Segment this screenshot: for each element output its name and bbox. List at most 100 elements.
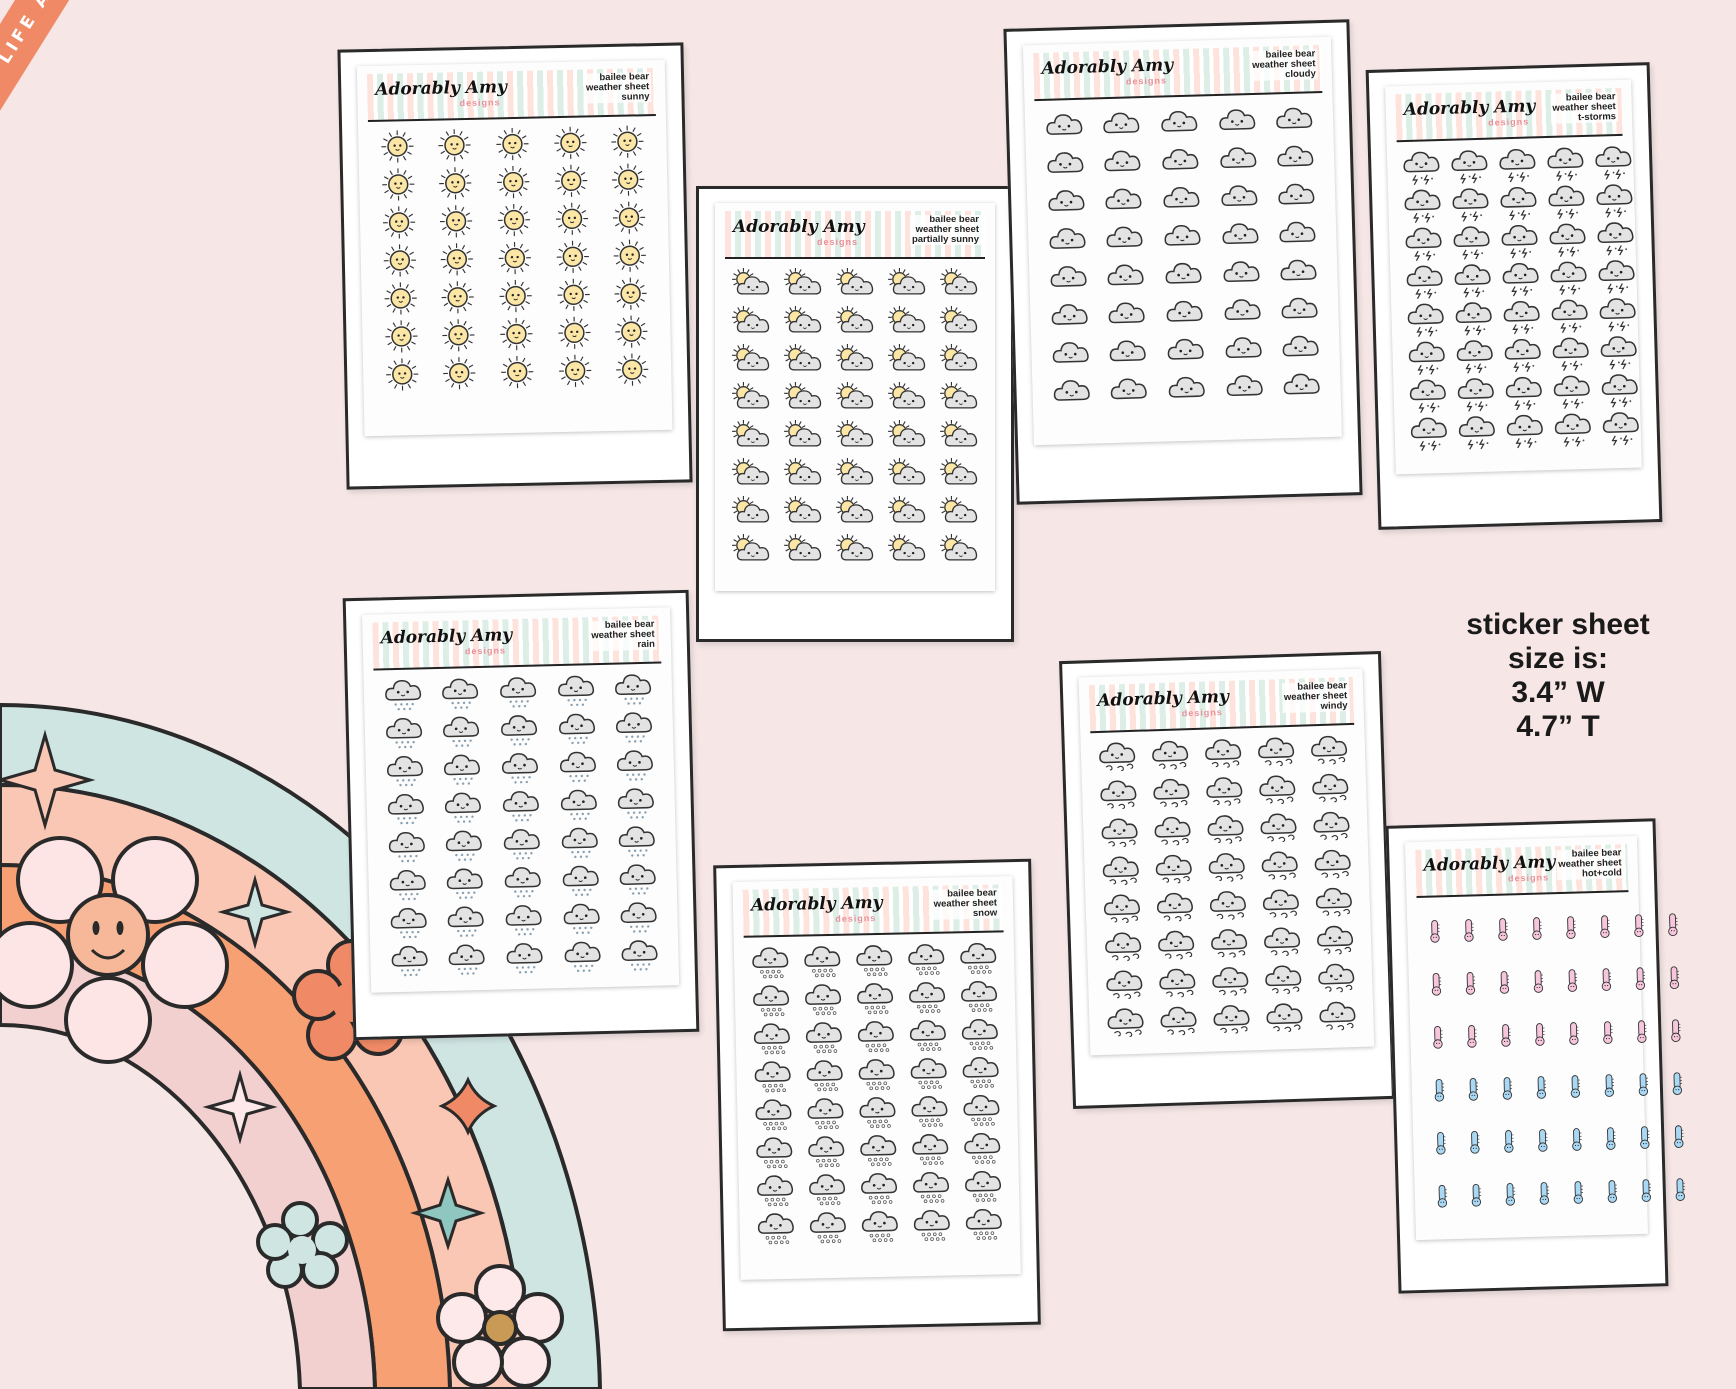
- thermometer-icon: [1635, 966, 1646, 990]
- cloud-icon: [1221, 185, 1258, 207]
- sticker: [1452, 264, 1493, 298]
- sticker: [729, 420, 773, 453]
- sun-icon: [442, 319, 475, 352]
- sticker: [1272, 217, 1322, 250]
- thermometer-icon: [1498, 917, 1508, 941]
- sun-icon: [499, 279, 532, 313]
- sticker: [1147, 740, 1193, 773]
- sticker: [550, 675, 600, 708]
- rain-cloud-icon: [563, 903, 600, 935]
- cloud-icon: [1223, 261, 1260, 283]
- snow-cloud-icon: [965, 1208, 1002, 1240]
- daisy-flower-icon: [436, 1264, 564, 1388]
- sun-icon: [382, 168, 415, 201]
- rain-cloud-icon: [389, 869, 426, 901]
- sheet-line-3: snow: [972, 907, 998, 919]
- sticker: [1493, 1064, 1520, 1112]
- sticker: [1155, 968, 1201, 1001]
- thunderstorm-icon: [1601, 374, 1638, 408]
- sheet-labels: bailee bear weather sheet cloudy: [1249, 48, 1318, 82]
- sticker: [1158, 258, 1208, 291]
- sheet-labels: bailee bear weather sheet rain: [588, 619, 658, 652]
- partly-sunny-icon: [836, 420, 874, 447]
- partly-sunny-icon: [836, 306, 874, 333]
- thunderstorm-icon: [1455, 302, 1492, 336]
- thunderstorm-icon: [1550, 261, 1587, 295]
- thermometer-icon: [1499, 970, 1510, 994]
- sticker: [1259, 927, 1305, 960]
- sticker: [491, 279, 541, 313]
- windy-cloud-icon: [1160, 1006, 1197, 1036]
- partly-sunny-icon: [836, 458, 874, 485]
- sticker: [833, 534, 877, 567]
- thermometer-icon: [1464, 918, 1474, 942]
- rain-cloud-icon: [618, 788, 655, 819]
- sticker: [1042, 224, 1092, 257]
- thermometer-icon: [1606, 1126, 1616, 1150]
- thermometer-icon: [1431, 972, 1442, 996]
- rain-cloud-icon: [385, 718, 422, 749]
- cloud-icon: [1163, 186, 1200, 208]
- sticker: [1490, 958, 1517, 1006]
- sticker: [1455, 906, 1482, 954]
- size-note-line-1: sticker sheet: [1466, 608, 1650, 641]
- windy-cloud-icon: [1263, 927, 1300, 957]
- snow-cloud-icon: [964, 1132, 1001, 1164]
- size-note-height: 4.7” T: [1516, 710, 1600, 743]
- sticker: [380, 755, 430, 788]
- partly-sunny-icon: [836, 534, 874, 561]
- partly-sunny-icon: [940, 268, 978, 295]
- snow-cloud-icon: [962, 1056, 999, 1088]
- windy-cloud-icon: [1211, 929, 1248, 958]
- sticker: [1549, 299, 1590, 333]
- snow-cloud-icon: [753, 985, 790, 1017]
- cloud-icon: [1224, 299, 1261, 320]
- windy-cloud-icon: [1313, 811, 1350, 841]
- sticker: [800, 946, 845, 979]
- partly-sunny-icon: [784, 458, 822, 485]
- thermometer-icon: [1437, 1184, 1448, 1208]
- cloud-icon: [1053, 380, 1090, 401]
- partly-sunny-icon: [888, 382, 926, 409]
- sticker: [490, 241, 540, 275]
- cloud-icon: [1046, 114, 1083, 135]
- cloud-icon: [1111, 378, 1148, 400]
- sun-icon: [498, 241, 531, 275]
- sticker: [1151, 854, 1197, 887]
- sticker: [1275, 331, 1325, 364]
- windy-cloud-icon: [1314, 849, 1351, 879]
- sticker: [384, 945, 434, 978]
- windy-cloud-icon: [1213, 1005, 1250, 1034]
- windy-cloud-icon: [1208, 853, 1245, 882]
- sheet-line-3: sunny: [621, 91, 650, 103]
- rain-cloud-icon: [447, 868, 484, 899]
- sticker: [606, 315, 656, 349]
- sticker: [487, 128, 537, 162]
- sticker: [610, 750, 660, 783]
- sticker: [805, 1212, 850, 1245]
- thermometer-icon: [1536, 1075, 1547, 1099]
- sticker: [605, 239, 655, 273]
- partly-sunny-icon: [940, 344, 978, 371]
- sticker: [1161, 372, 1211, 405]
- sheet-line-3: partially sunny: [911, 234, 979, 245]
- sticker: [1502, 338, 1543, 373]
- sticker: [435, 678, 485, 711]
- partly-sunny-icon: [784, 534, 822, 561]
- sun-icon: [613, 239, 647, 272]
- sticker: [1546, 185, 1587, 220]
- sun-icon: [385, 320, 418, 353]
- sticker: [781, 306, 825, 339]
- sun-icon: [383, 244, 416, 277]
- snow-cloud-icon: [807, 1098, 844, 1130]
- snow-cloud-icon: [963, 1094, 1000, 1126]
- sun-icon: [615, 315, 648, 348]
- sticker: [1496, 1170, 1523, 1218]
- sun-icon: [381, 130, 414, 163]
- sticker: [833, 496, 877, 529]
- sticker: [1098, 856, 1144, 889]
- polaroid-rain: Adorably Amy designs bailee bear weather sh…: [342, 589, 700, 1041]
- sticker: [433, 281, 483, 315]
- thunderstorm-icon: [1454, 264, 1491, 298]
